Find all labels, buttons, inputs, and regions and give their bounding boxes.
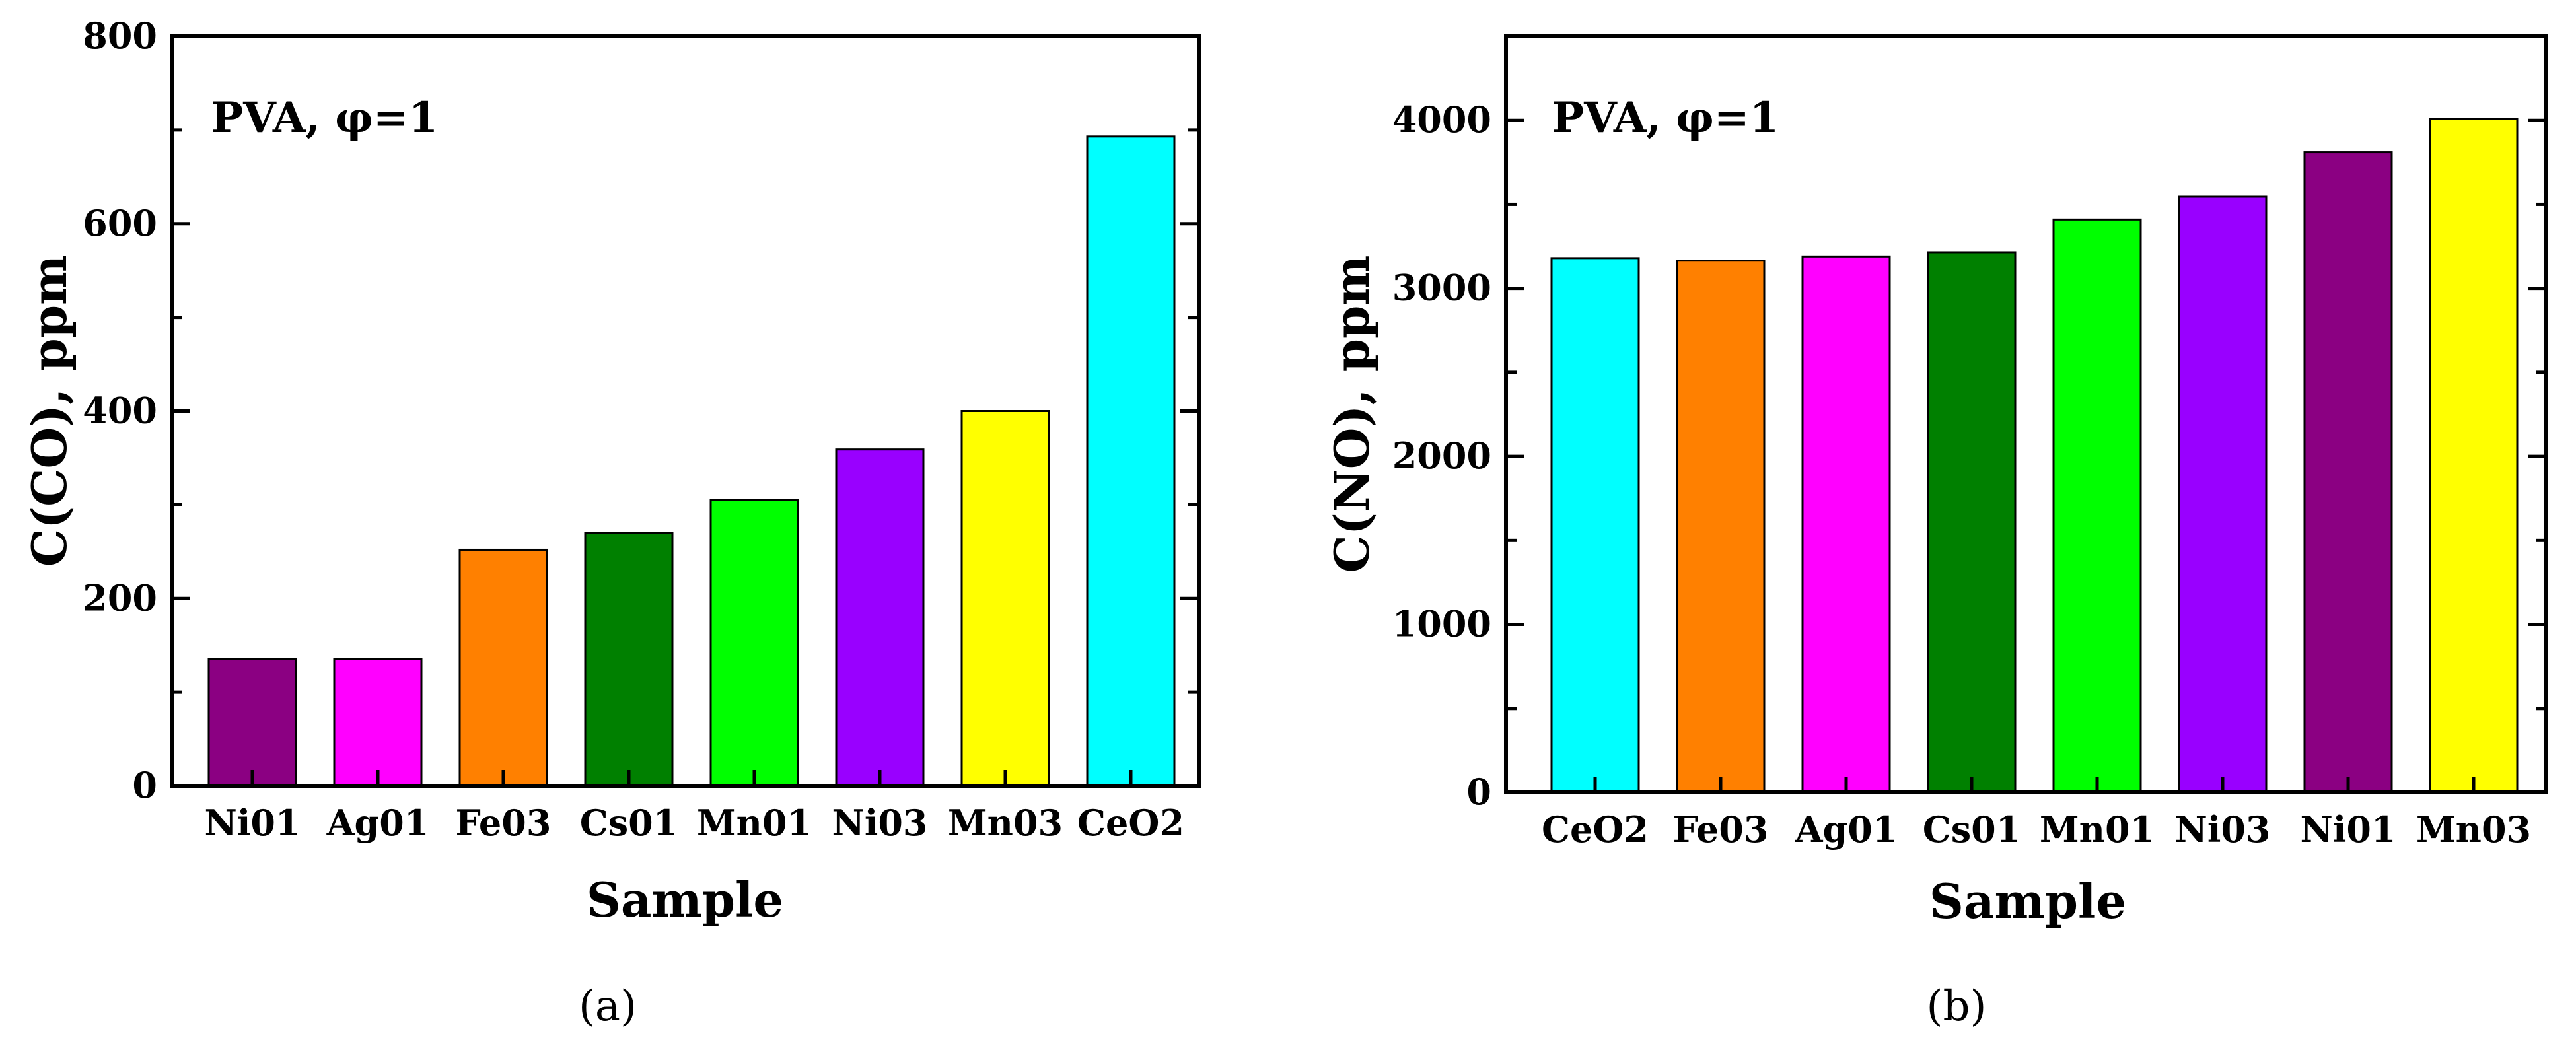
b-annotation: PVA, φ=1 xyxy=(1552,93,1779,143)
b-xtick-label-ag01: Ag01 xyxy=(1795,808,1898,851)
b-xtick-label-fe03: Fe03 xyxy=(1673,808,1769,851)
a-xtick-label-ag01: Ag01 xyxy=(326,802,429,844)
a-x-axis-title: Sample xyxy=(587,872,783,928)
a-bar-mn01 xyxy=(709,499,799,787)
a-ticks-group: 0 200 400 600 800 Ni01 Ag01 Fe03 Cs01 Mn01 Ni03 Mn0… xyxy=(83,15,1199,844)
b-bar-mn01 xyxy=(2052,218,2142,794)
b-xtick-label-mn01: Mn01 xyxy=(2040,808,2155,851)
b-bar-fe03 xyxy=(1676,260,1766,794)
a-ytick-label: 400 xyxy=(83,390,157,432)
b-bar-ni03 xyxy=(2178,195,2268,794)
b-xtick-label-cs01: Cs01 xyxy=(1923,808,2021,851)
b-bars-group xyxy=(1550,118,2519,794)
a-bar-ag01 xyxy=(333,658,423,787)
b-bar-mn03 xyxy=(2429,118,2519,794)
chart-panel-b: 0 1000 2000 3000 4000 CeO2 Fe03 Ag01 Cs01 Mn01 Ni0… xyxy=(1324,34,2548,1031)
a-panel-label: (a) xyxy=(579,982,637,1031)
a-ytick-label: 0 xyxy=(132,764,157,806)
b-bar-ni01 xyxy=(2303,151,2393,794)
b-ytick-label: 2000 xyxy=(1392,435,1491,477)
a-xtick-label-fe03: Fe03 xyxy=(456,802,552,844)
a-xtick-label-ni01: Ni01 xyxy=(204,802,300,844)
b-plot-frame xyxy=(1504,34,2548,794)
a-ytick-label: 800 xyxy=(83,15,157,57)
a-bar-ni03 xyxy=(835,448,925,787)
a-xtick-label-ni03: Ni03 xyxy=(832,802,927,844)
a-plot-frame xyxy=(170,34,1201,788)
b-y-axis-title: C(NO), ppm xyxy=(1324,256,1380,573)
b-xtick-label-ceo2: CeO2 xyxy=(1542,808,1649,851)
a-annotation: PVA, φ=1 xyxy=(211,93,438,143)
b-xtick-label-ni03: Ni03 xyxy=(2174,808,2270,851)
chart-panel-a: 0 200 400 600 800 Ni01 Ag01 Fe03 Cs01 Mn01 Ni03 Mn0… xyxy=(21,15,1201,1031)
a-ytick-label: 600 xyxy=(83,202,157,244)
b-ytick-label: 1000 xyxy=(1392,603,1491,645)
a-bars-group xyxy=(207,135,1176,787)
a-bar-fe03 xyxy=(458,548,548,787)
a-bar-ni01 xyxy=(207,658,297,787)
a-xtick-label-cs01: Cs01 xyxy=(580,802,678,844)
b-bar-cs01 xyxy=(1927,251,2017,794)
a-bar-cs01 xyxy=(584,532,674,787)
b-xtick-label-mn03: Mn03 xyxy=(2416,808,2531,851)
a-bar-ceo2 xyxy=(1086,135,1176,787)
a-xtick-label-ceo2: CeO2 xyxy=(1077,802,1184,844)
a-xtick-label-mn01: Mn01 xyxy=(697,802,812,844)
b-x-axis-title: Sample xyxy=(1929,873,2126,929)
a-ytick-label: 200 xyxy=(83,576,157,619)
b-ytick-label: 0 xyxy=(1466,771,1491,813)
b-xtick-label-ni01: Ni01 xyxy=(2300,808,2396,851)
b-bar-ag01 xyxy=(1801,255,1891,794)
a-xtick-label-mn03: Mn03 xyxy=(948,802,1063,844)
b-ytick-label: 3000 xyxy=(1392,267,1491,309)
b-ticks-group: 0 1000 2000 3000 4000 CeO2 Fe03 Ag01 Cs01 Mn01 Ni0… xyxy=(1392,98,2546,851)
a-bar-mn03 xyxy=(960,410,1050,787)
b-ytick-label: 4000 xyxy=(1392,98,1491,141)
b-panel-label: (b) xyxy=(1927,982,1987,1031)
b-bar-ceo2 xyxy=(1550,257,1640,794)
a-y-axis-title: C(CO), ppm xyxy=(21,255,77,567)
